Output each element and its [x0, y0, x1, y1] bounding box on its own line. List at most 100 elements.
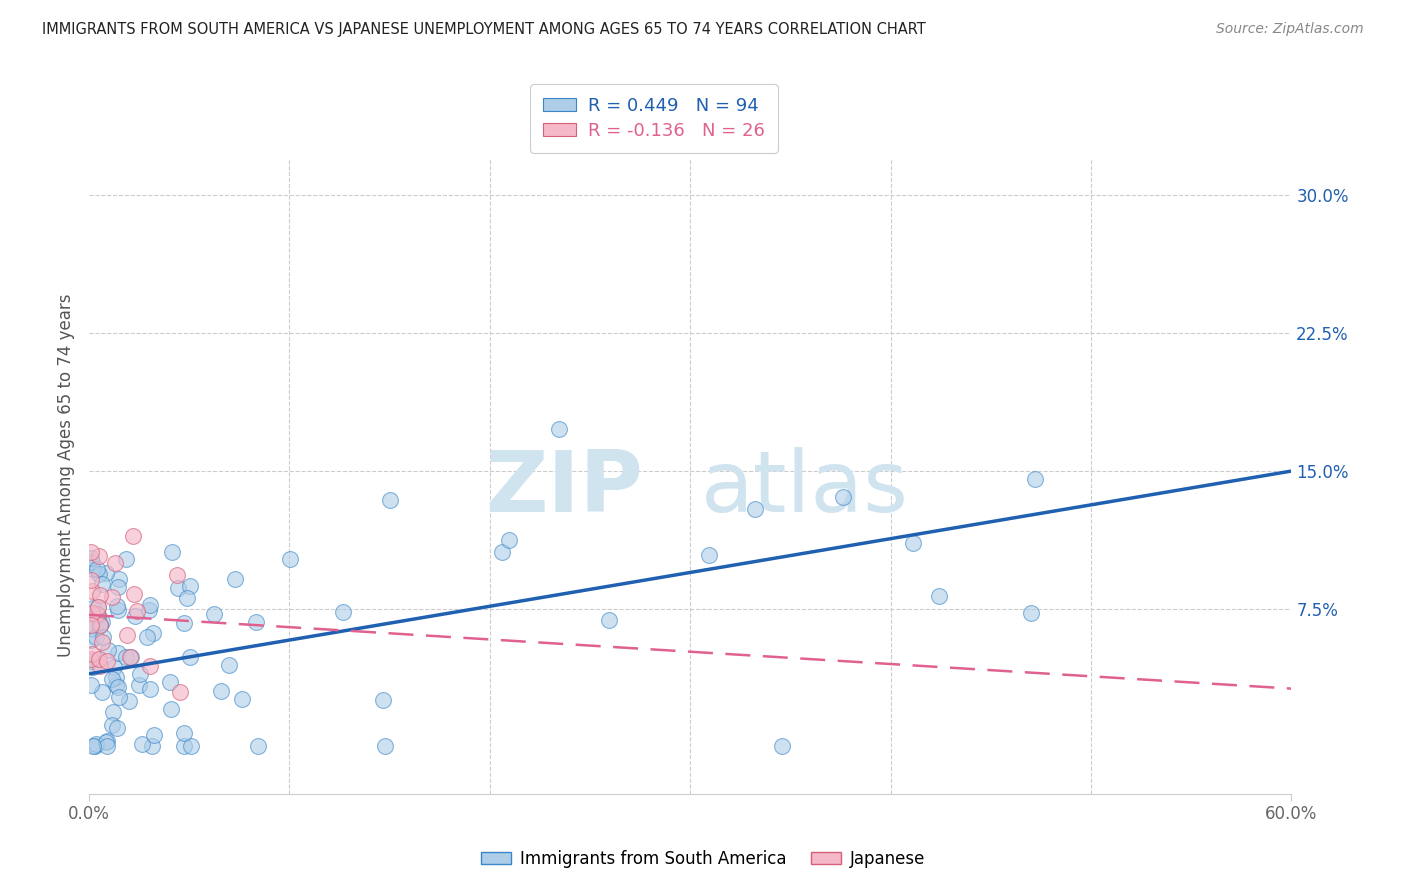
- Text: IMMIGRANTS FROM SOUTH AMERICA VS JAPANESE UNEMPLOYMENT AMONG AGES 65 TO 74 YEARS: IMMIGRANTS FROM SOUTH AMERICA VS JAPANES…: [42, 22, 927, 37]
- Point: [80, 648, 103, 662]
- Point: [80, 622, 103, 636]
- Point: [176, 591, 198, 606]
- Point: [173, 739, 195, 753]
- Point: [141, 739, 163, 753]
- Point: [104, 670, 127, 684]
- Point: [82, 739, 104, 753]
- Legend: R = 0.449   N = 94, R = -0.136   N = 26: R = 0.449 N = 94, R = -0.136 N = 26: [530, 84, 778, 153]
- Point: [245, 615, 267, 630]
- Point: [80, 545, 103, 559]
- Point: [179, 579, 201, 593]
- Point: [901, 536, 924, 550]
- Legend: Immigrants from South America, Japanese: Immigrants from South America, Japanese: [475, 844, 931, 875]
- Point: [89, 659, 111, 673]
- Point: [80, 618, 103, 632]
- Point: [80, 606, 103, 620]
- Point: [104, 678, 127, 692]
- Point: [86, 607, 108, 621]
- Point: [697, 548, 720, 562]
- Point: [97, 643, 120, 657]
- Point: [82, 600, 104, 615]
- Point: [120, 650, 142, 665]
- Point: [202, 607, 225, 621]
- Point: [107, 680, 129, 694]
- Point: [332, 605, 354, 619]
- Point: [832, 490, 855, 504]
- Point: [136, 630, 159, 644]
- Text: ZIP: ZIP: [485, 447, 643, 530]
- Point: [120, 650, 142, 665]
- Point: [143, 728, 166, 742]
- Point: [87, 599, 110, 614]
- Point: [159, 675, 181, 690]
- Point: [160, 701, 183, 715]
- Point: [87, 599, 110, 614]
- Point: [105, 721, 128, 735]
- Point: [107, 646, 129, 660]
- Point: [131, 737, 153, 751]
- Point: [1019, 606, 1042, 620]
- Point: [80, 654, 103, 668]
- Point: [103, 706, 125, 720]
- Point: [173, 726, 195, 740]
- Point: [246, 739, 269, 753]
- Point: [89, 618, 111, 632]
- Text: Source: ZipAtlas.com: Source: ZipAtlas.com: [1216, 22, 1364, 37]
- Point: [138, 598, 160, 612]
- Point: [96, 739, 118, 753]
- Point: [169, 685, 191, 699]
- Point: [83, 739, 105, 753]
- Point: [231, 692, 253, 706]
- Point: [115, 649, 138, 664]
- Point: [115, 628, 138, 642]
- Point: [90, 615, 112, 630]
- Point: [101, 718, 124, 732]
- Point: [278, 551, 301, 566]
- Point: [89, 617, 111, 632]
- Point: [118, 694, 141, 708]
- Point: [129, 667, 152, 681]
- Point: [124, 609, 146, 624]
- Point: [84, 738, 107, 752]
- Point: [104, 556, 127, 570]
- Point: [209, 684, 232, 698]
- Point: [96, 654, 118, 668]
- Point: [96, 566, 118, 581]
- Point: [374, 739, 396, 753]
- Point: [96, 734, 118, 748]
- Point: [598, 613, 620, 627]
- Point: [82, 562, 104, 576]
- Point: [928, 589, 950, 603]
- Point: [548, 422, 571, 436]
- Point: [100, 673, 122, 687]
- Point: [498, 533, 520, 547]
- Point: [105, 599, 128, 614]
- Point: [84, 630, 107, 644]
- Point: [179, 649, 201, 664]
- Point: [89, 618, 111, 632]
- Point: [139, 681, 162, 696]
- Point: [90, 685, 112, 699]
- Point: [108, 572, 131, 586]
- Point: [101, 591, 124, 605]
- Point: [167, 581, 190, 595]
- Point: [180, 739, 202, 753]
- Point: [80, 573, 103, 587]
- Point: [108, 690, 131, 704]
- Point: [80, 652, 103, 666]
- Point: [107, 603, 129, 617]
- Point: [86, 562, 108, 576]
- Point: [91, 577, 114, 591]
- Point: [128, 678, 150, 692]
- Point: [90, 635, 112, 649]
- Point: [80, 555, 103, 569]
- Point: [82, 659, 104, 673]
- Point: [166, 567, 188, 582]
- Point: [1024, 472, 1046, 486]
- Point: [80, 633, 103, 648]
- Point: [218, 658, 240, 673]
- Point: [491, 545, 513, 559]
- Point: [122, 528, 145, 542]
- Point: [173, 616, 195, 631]
- Point: [80, 551, 103, 566]
